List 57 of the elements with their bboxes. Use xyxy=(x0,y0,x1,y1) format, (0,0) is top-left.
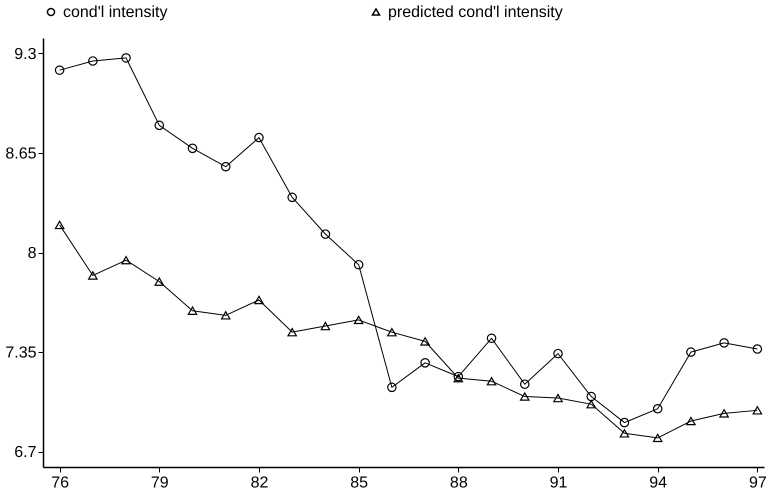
point xyxy=(620,429,630,438)
point xyxy=(88,56,98,66)
point xyxy=(752,406,762,415)
point xyxy=(752,344,762,354)
point xyxy=(354,260,364,270)
point xyxy=(188,306,198,315)
point xyxy=(652,404,662,414)
point xyxy=(387,382,397,392)
point xyxy=(620,418,630,428)
point xyxy=(486,334,496,344)
point xyxy=(88,271,98,280)
point xyxy=(652,434,662,442)
point xyxy=(320,322,330,330)
point xyxy=(54,65,64,75)
x-tick-label: 79 xyxy=(150,474,169,492)
point xyxy=(121,53,131,63)
legend-label: predicted cond'l intensity xyxy=(388,4,563,21)
point xyxy=(586,392,596,402)
point xyxy=(154,277,164,286)
point xyxy=(121,256,131,264)
point xyxy=(220,311,231,320)
point xyxy=(719,338,729,348)
point xyxy=(287,328,297,336)
point xyxy=(586,400,596,408)
point xyxy=(719,409,729,418)
x-tick-label: 85 xyxy=(350,474,368,492)
point xyxy=(254,296,264,304)
point xyxy=(154,120,164,130)
point xyxy=(54,220,64,230)
legend-label: cond'l intensity xyxy=(63,4,168,21)
point xyxy=(320,229,330,239)
x-tick-label: 88 xyxy=(450,474,468,492)
point xyxy=(287,192,297,202)
point xyxy=(686,347,696,357)
point xyxy=(254,132,264,142)
x-tick-label: 94 xyxy=(649,474,668,492)
y-tick-label: 6.7 xyxy=(14,444,37,462)
point xyxy=(420,337,430,346)
point xyxy=(354,316,364,324)
point xyxy=(220,162,231,172)
point xyxy=(486,376,496,386)
point xyxy=(387,328,397,336)
point xyxy=(553,394,563,402)
x-tick-label: 97 xyxy=(748,474,767,492)
x-tick-label: 91 xyxy=(550,474,568,492)
x-tick-label: 76 xyxy=(51,474,70,492)
point xyxy=(420,358,430,368)
y-tick-label: 8.65 xyxy=(5,145,37,162)
point xyxy=(553,348,563,358)
point xyxy=(520,379,530,390)
y-tick-label: 7.35 xyxy=(5,344,37,362)
point xyxy=(520,392,530,401)
point xyxy=(188,144,198,154)
point xyxy=(686,416,696,426)
x-tick-label: 82 xyxy=(250,474,268,492)
y-tick-label: 8 xyxy=(28,245,37,262)
y-tick-label: 9.3 xyxy=(14,46,37,63)
